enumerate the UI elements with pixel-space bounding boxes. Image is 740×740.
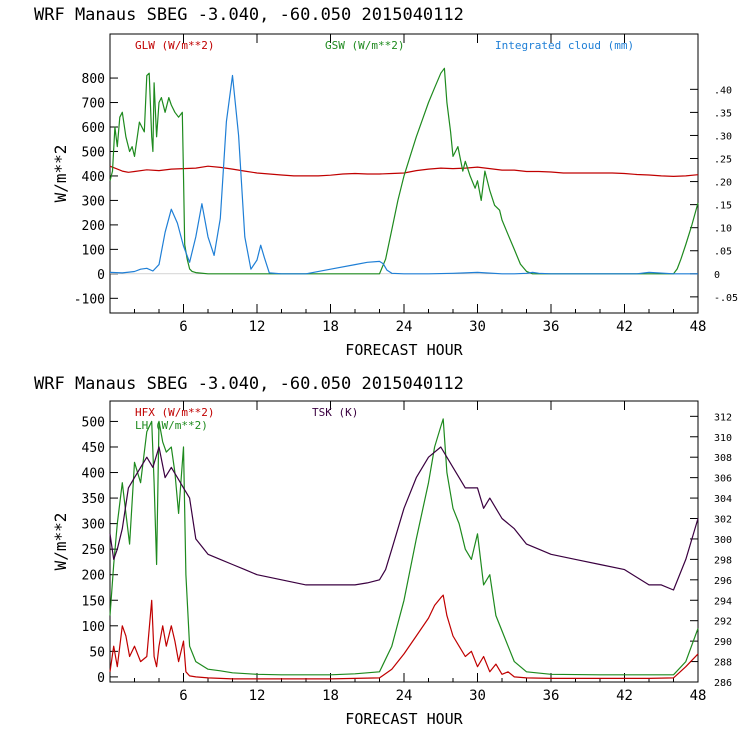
chart-title: WRF Manaus SBEG -3.040, -60.050 20150401… — [34, 374, 464, 394]
y-tick-label: 400 — [82, 170, 105, 185]
legend-entry: HFX (W/m**2) — [135, 406, 214, 419]
y2-tick-label: -.05 — [714, 293, 738, 304]
y-tick-label: 300 — [82, 518, 105, 533]
x-tick-label: 24 — [396, 319, 413, 335]
series-line-3 — [109, 446, 699, 591]
y2-tick-label: .10 — [714, 224, 732, 235]
x-tick-label: 12 — [249, 319, 266, 335]
y-tick-label: 100 — [82, 243, 105, 258]
x-tick-label: 12 — [249, 688, 266, 704]
y2-tick-label: 308 — [714, 453, 732, 464]
y-tick-label: 600 — [82, 121, 105, 136]
y2-tick-label: .20 — [714, 178, 732, 189]
y-tick-label: 800 — [82, 72, 105, 87]
legend-entry: Integrated cloud (mm) — [495, 39, 634, 52]
x-axis-label: FORECAST HOUR — [345, 710, 463, 728]
series-line-2 — [109, 418, 699, 676]
legend-entry: GLW (W/m**2) — [135, 39, 214, 52]
y-tick-label: 0 — [97, 671, 105, 686]
x-tick-label: 36 — [543, 319, 560, 335]
y2-tick-label: 300 — [714, 535, 732, 546]
y-tick-label: -100 — [74, 292, 105, 307]
y2-tick-label: .30 — [714, 131, 732, 142]
x-tick-label: 42 — [616, 319, 633, 335]
y-axis-label: W/m**2 — [51, 513, 70, 571]
y-tick-label: 300 — [82, 194, 105, 209]
y2-tick-label: .35 — [714, 108, 732, 119]
y2-tick-label: 290 — [714, 637, 732, 648]
y2-tick-label: 310 — [714, 433, 732, 444]
y2-tick-label: 286 — [714, 678, 732, 689]
x-tick-label: 36 — [543, 688, 560, 704]
y-tick-label: 100 — [82, 620, 105, 635]
y-tick-label: 700 — [82, 97, 105, 112]
y2-tick-label: 302 — [714, 515, 732, 526]
y2-tick-label: 306 — [714, 474, 732, 485]
y2-tick-label: 292 — [714, 617, 732, 628]
y2-tick-label: .05 — [714, 247, 732, 258]
legend-entry: TSK (K) — [312, 406, 358, 419]
top-panel-shortwave-longwave-cloud: WRF Manaus SBEG -3.040, -60.050 20150401… — [34, 5, 738, 359]
y2-tick-label: 312 — [714, 412, 732, 423]
y-tick-label: 350 — [82, 492, 105, 507]
x-tick-label: 30 — [469, 688, 486, 704]
x-tick-label: 48 — [690, 688, 707, 704]
y2-tick-label: .40 — [714, 85, 732, 96]
x-tick-label: 18 — [322, 688, 339, 704]
bottom-panel-heat-flux-skin-temp: WRF Manaus SBEG -3.040, -60.050 20150401… — [34, 374, 732, 728]
series-line-1 — [109, 165, 699, 177]
x-tick-label: 18 — [322, 319, 339, 335]
y-tick-label: 0 — [97, 268, 105, 283]
y-tick-label: 200 — [82, 219, 105, 234]
y2-tick-label: 288 — [714, 658, 732, 669]
x-tick-label: 48 — [690, 319, 707, 335]
y-tick-label: 50 — [89, 645, 105, 660]
chart-title: WRF Manaus SBEG -3.040, -60.050 20150401… — [34, 5, 464, 25]
x-axis-label: FORECAST HOUR — [345, 341, 463, 359]
y-axis-label: W/m**2 — [51, 145, 70, 203]
x-tick-label: 42 — [616, 688, 633, 704]
series-line-1 — [109, 594, 699, 680]
y-tick-label: 500 — [82, 145, 105, 160]
y-tick-label: 250 — [82, 543, 105, 558]
x-tick-label: 6 — [179, 319, 187, 335]
y2-tick-label: 298 — [714, 555, 732, 566]
y-tick-label: 400 — [82, 467, 105, 482]
y2-tick-label: .15 — [714, 201, 732, 212]
y-tick-label: 200 — [82, 569, 105, 584]
y-tick-label: 500 — [82, 415, 105, 430]
legend-entry: LH (W/m**2) — [135, 419, 208, 432]
y2-tick-label: 0 — [714, 270, 720, 281]
y2-tick-label: 304 — [714, 494, 732, 505]
x-tick-label: 6 — [179, 688, 187, 704]
x-tick-label: 30 — [469, 319, 486, 335]
series-line-2 — [109, 67, 699, 275]
y-tick-label: 450 — [82, 441, 105, 456]
y-tick-label: 150 — [82, 594, 105, 609]
y2-tick-label: 294 — [714, 596, 732, 607]
x-tick-label: 24 — [396, 688, 413, 704]
series-line-3 — [109, 74, 698, 275]
y2-tick-label: 296 — [714, 576, 732, 587]
legend-entry: GSW (W/m**2) — [325, 39, 404, 52]
y2-tick-label: .25 — [714, 155, 732, 166]
